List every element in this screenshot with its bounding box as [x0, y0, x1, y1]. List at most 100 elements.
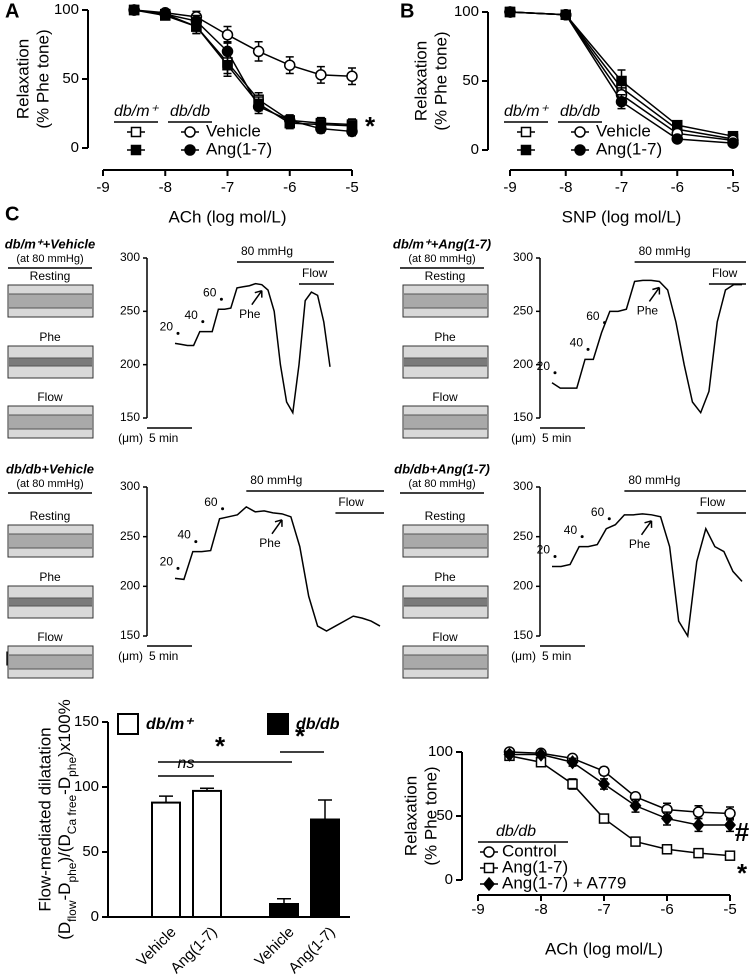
y-tick-label: 50 — [462, 72, 479, 89]
vessel — [9, 415, 92, 429]
legend-marker — [184, 144, 196, 156]
pressure-label: 60 — [204, 495, 218, 509]
annotation: * — [295, 721, 306, 751]
marker — [598, 765, 610, 777]
phe-arrow — [271, 519, 283, 535]
y-tick-label: 250 — [513, 304, 533, 318]
y-tick-label: 100 — [74, 778, 99, 795]
marker — [616, 75, 627, 87]
image-label: Phe — [434, 330, 456, 344]
x-tick-label: -7 — [615, 179, 628, 196]
diameter-trace — [551, 279, 742, 415]
image-label: Resting — [425, 509, 466, 523]
legend-marker — [574, 126, 586, 138]
y-tick-label: 0 — [445, 871, 453, 888]
x-tick-label: -9 — [96, 179, 109, 196]
legend-label: Ang(1-7) — [502, 857, 568, 876]
pressure-bar-label: 80 mmHg — [241, 244, 293, 258]
pressure-bar-label: 80 mmHg — [250, 473, 302, 487]
x-tick-label: -8 — [534, 901, 547, 918]
pressure-label: 40 — [177, 528, 191, 542]
vessel — [404, 415, 487, 429]
pressure-dot — [194, 540, 198, 544]
marker — [252, 100, 265, 113]
marker — [661, 844, 673, 855]
pressure-dot — [553, 371, 557, 375]
marker — [692, 806, 705, 818]
y-axis-label-part: )x100% — [55, 699, 74, 757]
legend-marker — [520, 126, 532, 138]
marker — [190, 15, 203, 27]
pressure-label: 40 — [570, 336, 584, 350]
series-line — [133, 9, 353, 127]
marker — [661, 811, 673, 826]
y-axis-label-part: phe — [65, 862, 79, 882]
marker — [567, 778, 578, 790]
legend-label: Vehicle — [596, 121, 651, 140]
pressure-label: 60 — [591, 505, 605, 519]
marker — [693, 847, 704, 859]
recording-title: db/db+Vehicle — [6, 461, 94, 476]
vessel — [404, 598, 487, 606]
legend-marker — [130, 144, 142, 156]
legend-label: db/m⁺ — [146, 716, 194, 733]
recording-subtitle: (at 80 mmHg) — [16, 478, 83, 490]
pressure-label: 20 — [537, 543, 551, 557]
diameter-trace — [174, 282, 331, 415]
x-tick-label: -8 — [559, 179, 572, 196]
x-tick-label: -9 — [503, 179, 516, 196]
x-axis-label: ACh (log mol/L) — [168, 207, 286, 226]
legend-group: db/m⁺ — [504, 103, 550, 120]
panel-label: A — [5, 0, 19, 22]
recording-title: db/db+Ang(1-7) — [394, 461, 490, 476]
error-bar — [159, 795, 173, 803]
marker — [692, 817, 705, 833]
recording-subtitle: (at 80 mmHg) — [408, 478, 475, 490]
flow-label: Flow — [700, 495, 726, 509]
image-label: Resting — [30, 509, 71, 523]
y-tick-label: 50 — [436, 807, 453, 824]
recording-subtitle: (at 80 mmHg) — [408, 253, 475, 265]
pressure-label: 20 — [160, 555, 174, 569]
vessel — [404, 534, 487, 548]
image-label: Phe — [434, 570, 456, 584]
legend-marker — [184, 126, 196, 138]
annotation: * — [365, 111, 376, 141]
legend-marker — [483, 876, 495, 892]
flow-label: Flow — [302, 266, 328, 280]
y-tick-label: 250 — [513, 529, 533, 543]
phe-arrow — [640, 520, 653, 536]
pressure-dot — [201, 320, 205, 324]
drug-label: Phe — [637, 304, 659, 318]
vessel — [9, 534, 92, 548]
y-axis-label: Relaxation — [401, 776, 420, 856]
y-tick-label: 300 — [120, 479, 140, 493]
legend-title: db/db — [496, 823, 536, 840]
recording-title: db/m⁺+Ang(1-7) — [393, 236, 491, 251]
y-tick-label: 150 — [513, 628, 533, 642]
y-tick-label: 250 — [120, 529, 140, 543]
pressure-label: 60 — [586, 309, 600, 323]
phe-arrow — [648, 286, 661, 302]
scale-bar-label: 5 min — [542, 431, 571, 445]
y-axis-label-part: -D — [55, 777, 74, 795]
legend-marker — [520, 144, 532, 156]
marker — [222, 59, 233, 71]
marker — [727, 137, 739, 149]
y-axis-label: (% Phe tone) — [431, 31, 450, 130]
y-axis-label-part: -D — [55, 883, 74, 901]
marker — [252, 45, 265, 58]
y-axis-label: (Dflow-Dphe)/(DCa free-Dphe)x100% — [55, 699, 79, 940]
flow-label: Flow — [338, 495, 364, 509]
image-label: Resting — [30, 269, 71, 283]
pressure-dot — [553, 554, 557, 558]
flow-label: Flow — [712, 266, 738, 280]
y-tick-label: 0 — [91, 908, 99, 925]
marker — [221, 29, 234, 41]
legend-label: Ang(1-7) — [596, 139, 662, 158]
y-axis-label-part: phe — [65, 757, 79, 777]
legend-group: db/db — [560, 103, 600, 120]
y-axis-label-part: Ca free — [65, 795, 79, 835]
pressure-label: 60 — [203, 285, 217, 299]
